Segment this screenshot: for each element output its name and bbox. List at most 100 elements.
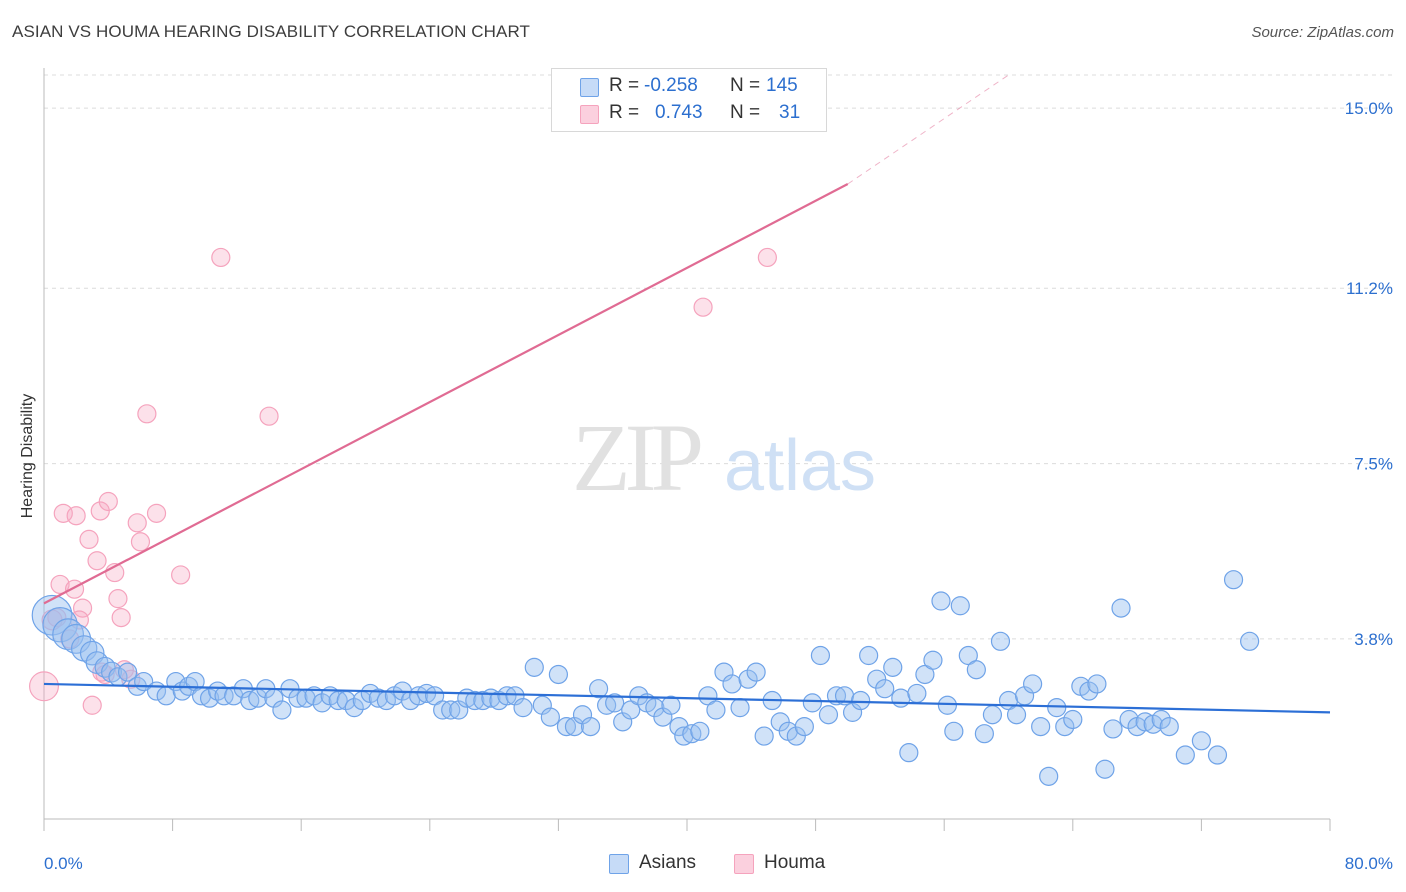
tick-labels: 3.8% 7.5% 11.2% 15.0% 0.0% 80.0%: [44, 99, 1393, 873]
asians-point: [907, 683, 927, 704]
stats-n-value: 145: [766, 75, 798, 96]
stats-r-label: R =: [609, 75, 640, 96]
asians-point: [52, 618, 85, 651]
asians-point: [937, 695, 958, 715]
asians-point: [1006, 705, 1027, 725]
houma-point: [79, 529, 99, 550]
asians-point: [1055, 716, 1075, 737]
houma-point: [98, 491, 118, 512]
asians-point: [706, 700, 726, 720]
asians-point: [556, 716, 577, 737]
houma-point: [259, 406, 279, 426]
asians-point: [497, 686, 517, 706]
houma-trend-extension: [847, 74, 1009, 185]
houma-point: [137, 404, 157, 424]
houma-point: [87, 551, 107, 571]
asians-point: [931, 591, 951, 611]
asians-point: [1175, 745, 1195, 765]
houma-point: [146, 503, 167, 523]
trend-lines: [43, 74, 1331, 714]
stats-box: R = -0.258 N = 145 R = 0.743 N = 31: [551, 68, 827, 132]
asians-point: [974, 724, 994, 744]
watermark: ZIP atlas: [572, 404, 876, 511]
legend-label-houma: Houma: [764, 852, 826, 873]
asians-point: [690, 721, 710, 741]
asians-point: [730, 698, 750, 718]
houma-point: [50, 574, 70, 595]
legend-swatch-houma: [734, 854, 754, 874]
y-tick-label: 7.5%: [1354, 455, 1393, 474]
asians-point: [605, 693, 625, 713]
asians-point: [1039, 766, 1059, 786]
asians-point: [629, 686, 649, 706]
grid-lines: [44, 74, 1392, 640]
asians-point: [465, 690, 485, 711]
stats-n-label: N =: [730, 102, 761, 123]
houma-point: [757, 247, 777, 268]
asians-point: [368, 688, 388, 708]
asians-point: [1111, 598, 1131, 618]
asians-point: [851, 690, 871, 711]
houma-point: [693, 297, 713, 317]
asians-point: [982, 705, 1003, 725]
asians-point: [304, 686, 324, 706]
asians-point: [794, 716, 814, 737]
asians-point: [944, 721, 964, 741]
asians-point: [802, 693, 822, 713]
houma-point: [171, 565, 191, 585]
asians-point: [1023, 674, 1043, 694]
houma-point: [66, 506, 86, 526]
houma-point: [127, 513, 147, 533]
legend-swatch-asians: [609, 854, 629, 874]
watermark-zip: ZIP: [572, 404, 701, 511]
asians-point: [818, 705, 839, 725]
asians-point: [540, 707, 560, 727]
asians-point: [923, 650, 943, 670]
asians-point: [682, 724, 702, 744]
asians-point: [1047, 698, 1067, 718]
asians-point: [746, 662, 766, 682]
asians-point: [875, 679, 895, 699]
asians-point: [185, 671, 205, 692]
watermark-atlas: atlas: [724, 426, 876, 506]
asians-point: [1119, 709, 1139, 730]
asians-point: [1240, 631, 1260, 651]
houma-point: [72, 598, 93, 618]
legend-label-asians: Asians: [639, 852, 697, 873]
stats-r-value: -0.258: [644, 75, 698, 96]
chart-title: ASIAN VS HOUMA HEARING DISABILITY CORREL…: [12, 22, 531, 41]
asians-point: [580, 716, 601, 737]
asians-point: [990, 631, 1011, 651]
asians-point: [214, 686, 234, 706]
stats-n-value: 31: [779, 102, 801, 123]
source-label: Source: ZipAtlas.com: [1251, 24, 1394, 41]
houma-point: [47, 607, 67, 628]
x-tick-label-max: 80.0%: [1345, 854, 1393, 873]
asians-point: [1063, 709, 1083, 730]
asians-point: [810, 645, 831, 666]
asians-point: [738, 669, 758, 689]
houma-swatch: [580, 105, 599, 124]
asians-point: [1223, 570, 1244, 590]
asians-point: [473, 690, 493, 711]
axes: [43, 68, 1331, 831]
asians-point: [966, 660, 986, 680]
y-tick-label: 3.8%: [1354, 630, 1393, 649]
asians-point: [548, 664, 569, 685]
asians-point: [433, 700, 453, 720]
asians-trend-line: [43, 682, 1331, 714]
asians-point: [722, 674, 742, 694]
asians-point: [199, 688, 220, 708]
houma-point: [211, 247, 231, 268]
asians-point: [1103, 719, 1123, 739]
asians-point: [1095, 759, 1115, 779]
houma-point: [108, 589, 128, 609]
asians-point: [272, 700, 292, 720]
asians-point: [441, 700, 461, 720]
stats-r-label: R =: [609, 102, 640, 123]
stats-n-label: N =: [730, 75, 761, 96]
asians-point: [312, 693, 332, 713]
x-tick-label-min: 0.0%: [44, 854, 83, 873]
asians-point: [513, 698, 533, 718]
houma-point: [111, 607, 131, 628]
